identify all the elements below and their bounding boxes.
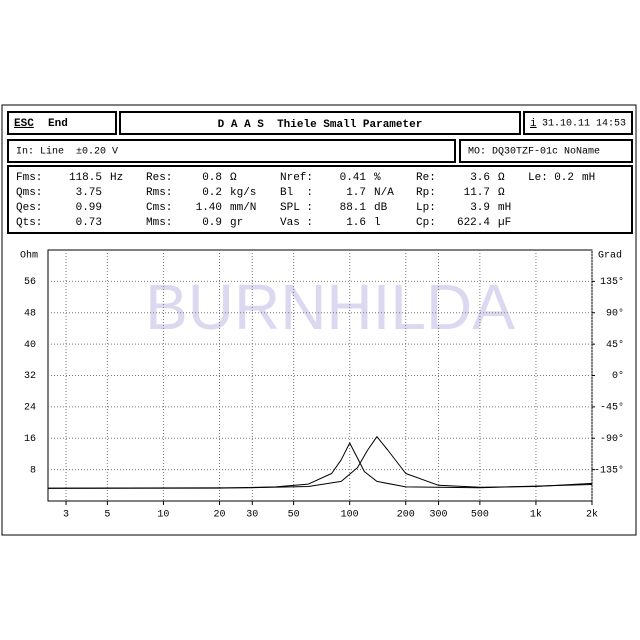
y-tick-label: 16 — [24, 434, 36, 445]
x-tick-label: 2k — [586, 509, 598, 521]
param-label: Fms: — [16, 172, 42, 184]
param-value: 1.40 — [196, 202, 222, 214]
param-unit: Ω — [230, 172, 237, 184]
param-label: Cp: — [416, 217, 436, 229]
param-unit: N/A — [374, 187, 394, 199]
y2-tick-label: -90° — [600, 433, 624, 445]
x-tick-label: 500 — [471, 510, 489, 521]
param-label: Cms: — [146, 202, 172, 214]
param-value: 0.2 — [202, 187, 222, 199]
date-box — [523, 111, 633, 135]
y2-axis-label: Grad — [598, 250, 622, 262]
y-tick-label: 8 — [30, 465, 36, 476]
param-value: 3.9 — [470, 202, 490, 214]
title: D A A S Thiele Small Parameter — [218, 119, 423, 131]
param-value: 88.1 — [340, 202, 367, 214]
param-label: Vas : — [280, 217, 313, 229]
param-label: Lp: — [416, 202, 436, 214]
param-unit: µF — [498, 217, 511, 229]
param-label: Rp: — [416, 187, 436, 199]
param-label: Res: — [146, 172, 172, 184]
param-label: Qms: — [16, 187, 42, 199]
parameters-box — [7, 165, 633, 234]
param-unit: % — [374, 172, 381, 184]
parameters: Fms: 118.5 Hz Res: 0.8 Ω Nref: 0.41% Re: 3.6 Ω Le: 0… — [16, 172, 595, 229]
y-axis-label: Ohm — [20, 250, 38, 262]
impedance-curve — [47, 436, 593, 489]
y2-tick-label: -45° — [600, 402, 624, 414]
param-value: 118.5 — [69, 172, 102, 184]
param-label: Bl : — [280, 187, 313, 199]
param-value: 0.41 — [340, 172, 367, 184]
date-key[interactable]: i — [530, 118, 537, 130]
x-tick-label: 50 — [288, 510, 300, 521]
param-label: Rms: — [146, 187, 172, 199]
y2-tick-label: 45° — [606, 339, 624, 351]
param-unit: dB — [374, 202, 388, 214]
x-tick-label: 20 — [213, 510, 225, 521]
param-label: SPL : — [280, 202, 313, 214]
param-value: 622.4 — [457, 217, 490, 229]
param-value: 1.7 — [346, 187, 366, 199]
param-value: 0.73 — [76, 217, 102, 229]
x-tick-label: 30 — [246, 510, 258, 521]
impedance-curve — [47, 442, 593, 489]
input-level: In: Line ±0.20 V — [16, 146, 118, 158]
x-tick-label: 3 — [63, 510, 69, 521]
y2-tick-label: 135° — [600, 276, 624, 288]
end-label[interactable]: End — [48, 118, 68, 130]
param-label: Mms: — [146, 217, 172, 229]
x-tick-label: 200 — [397, 510, 415, 521]
param-value: 1.6 — [346, 217, 366, 229]
param-unit: Ω — [498, 172, 505, 184]
param-value: 0.2 — [554, 172, 574, 184]
y-tick-label: 56 — [24, 277, 36, 288]
y2-tick-label: -135° — [594, 464, 624, 476]
watermark: BURNHILDA — [145, 271, 515, 343]
y-tick-label: 40 — [24, 340, 36, 351]
param-unit: mH — [582, 172, 595, 184]
y-tick-label: 32 — [24, 371, 36, 382]
window-frame — [1, 104, 637, 536]
param-value: 0.8 — [202, 172, 222, 184]
date: 31.10.11 14:53 — [542, 119, 626, 130]
param-value: 3.6 — [470, 172, 490, 184]
param-label: Qes: — [16, 202, 42, 214]
esc-button[interactable] — [7, 111, 117, 135]
param-value: 0.9 — [202, 217, 222, 229]
x-tick-label: 100 — [341, 510, 359, 521]
param-unit: gr — [230, 217, 243, 229]
param-label: Qts: — [16, 217, 42, 229]
y-tick-label: 48 — [24, 308, 36, 319]
param-unit: mm/N — [230, 202, 256, 214]
x-tick-label: 5 — [104, 510, 110, 521]
param-value: 11.7 — [464, 187, 490, 199]
param-unit: mH — [498, 202, 511, 214]
x-tick-label: 300 — [430, 510, 448, 521]
param-unit: kg/s — [230, 187, 256, 199]
x-tick-label: 10 — [157, 510, 169, 521]
param-value: 3.75 — [76, 187, 102, 199]
param-label: Re: — [416, 172, 436, 184]
esc-key[interactable]: ESC — [14, 118, 34, 130]
param-value: 0.99 — [76, 202, 102, 214]
model: MO: DQ30TZF-01c NoName — [468, 147, 600, 158]
param-label: Nref: — [280, 172, 313, 184]
y2-tick-label: 0° — [612, 370, 624, 382]
y2-tick-label: 90° — [606, 307, 624, 319]
param-unit: Ω — [498, 187, 505, 199]
param-unit: l — [374, 217, 381, 229]
param-label: Le: — [528, 172, 548, 184]
model-box — [459, 139, 633, 163]
title-box — [119, 111, 521, 135]
y-tick-label: 24 — [24, 403, 36, 414]
x-tick-label: 1k — [530, 509, 542, 521]
chart: BURNHILDA 3 5 10 20 30 50 100 200 300 500 1k 2k 8 16 24… — [20, 249, 624, 521]
input-box — [7, 139, 456, 163]
param-unit: Hz — [110, 172, 123, 184]
